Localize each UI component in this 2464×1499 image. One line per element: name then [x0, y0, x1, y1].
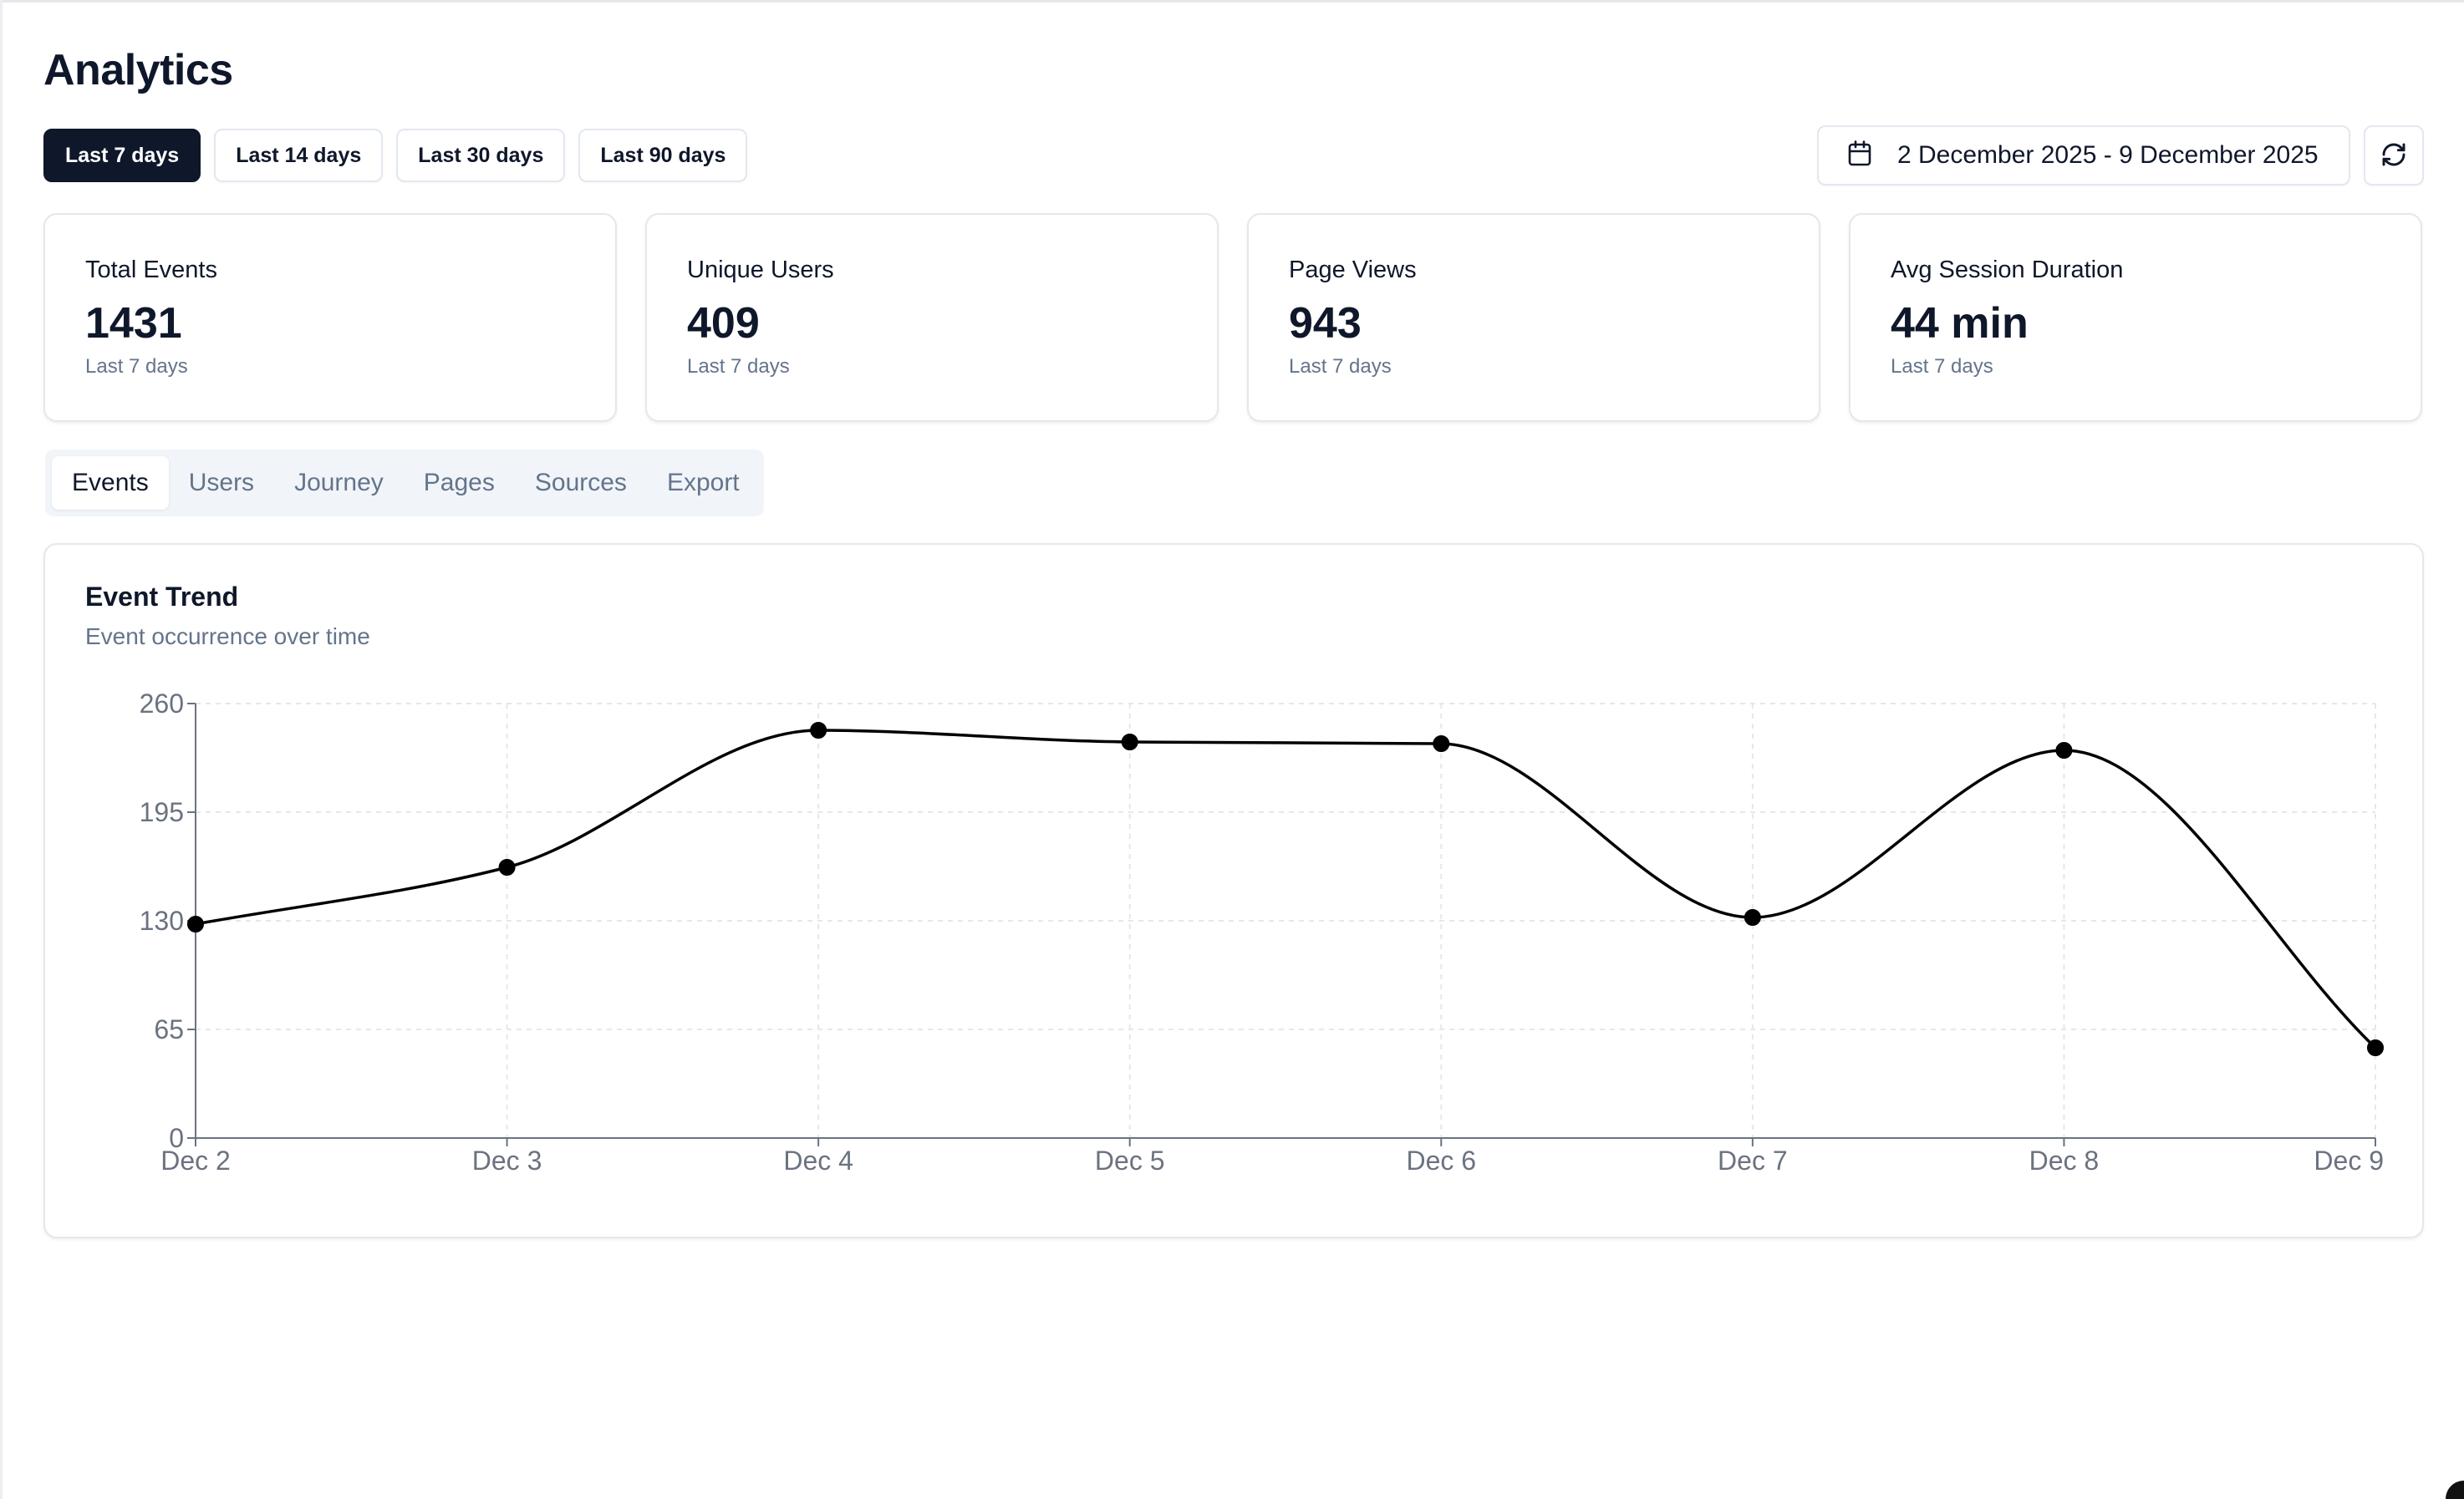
- tab-sources[interactable]: Sources: [534, 469, 627, 496]
- data-point-dec-5[interactable]: [1121, 734, 1138, 750]
- data-point-dec-3[interactable]: [498, 859, 516, 876]
- refresh-button[interactable]: [2364, 125, 2424, 185]
- x-tick-label: Dec 2: [160, 1146, 231, 1176]
- date-range-picker[interactable]: 2 December 2025 - 9 December 2025: [1817, 125, 2350, 185]
- chart-axes: 0 65 130 195 260 Dec 2 Dec 3 Dec 4 Dec 5 Dec 6 Dec…: [140, 689, 2384, 1176]
- y-tick-label: 195: [140, 797, 184, 827]
- stat-label: Unique Users: [687, 257, 834, 283]
- y-tick-label: 260: [140, 689, 184, 719]
- date-range-text: 2 December 2025 - 9 December 2025: [1897, 141, 2319, 169]
- range-last-7-days-button[interactable]: Last 7 days: [43, 129, 201, 182]
- refresh-icon: [2380, 141, 2407, 170]
- page-title: Analytics: [43, 46, 233, 94]
- stat-value: 44 min: [1891, 299, 2029, 348]
- chart-grid: [196, 703, 2376, 1138]
- x-tick-label: Dec 3: [472, 1146, 542, 1176]
- data-point-dec-8[interactable]: [2055, 742, 2073, 759]
- y-tick-label: 65: [154, 1014, 184, 1044]
- event-trend-line: [195, 729, 2377, 1049]
- tab-journey[interactable]: Journey: [294, 469, 384, 496]
- stat-value: 1431: [85, 299, 182, 348]
- chart-series: [195, 729, 2377, 1049]
- stat-label: Avg Session Duration: [1891, 257, 2124, 283]
- range-last-14-days-button[interactable]: Last 14 days: [214, 129, 384, 182]
- range-last-90-days-button[interactable]: Last 90 days: [578, 129, 748, 182]
- window-top-border: [0, 0, 2464, 3]
- chart-points: [187, 722, 2384, 1056]
- tab-export[interactable]: Export: [666, 469, 740, 496]
- stat-card-avg-session-duration: Avg Session Duration 44 min Last 7 days: [1849, 213, 2422, 422]
- data-point-dec-9[interactable]: [2367, 1039, 2384, 1056]
- stat-card-total-events: Total Events 1431 Last 7 days: [43, 213, 617, 422]
- data-point-dec-7[interactable]: [1744, 909, 1761, 926]
- data-point-dec-2[interactable]: [187, 916, 204, 932]
- chart-subtitle: Event occurrence over time: [85, 623, 370, 649]
- date-range-presets: Last 7 days Last 14 days Last 30 days La…: [43, 129, 748, 182]
- window-corner: [2446, 1481, 2464, 1499]
- tab-users[interactable]: Users: [188, 469, 255, 496]
- stat-period: Last 7 days: [85, 355, 188, 378]
- chart-title: Event Trend: [85, 582, 239, 612]
- stat-value: 409: [687, 299, 760, 348]
- event-trend-card: Event Trend Event occurrence over time 0…: [43, 543, 2424, 1238]
- tab-pages[interactable]: Pages: [423, 469, 495, 496]
- stat-period: Last 7 days: [687, 355, 790, 378]
- stat-period: Last 7 days: [1891, 355, 1993, 378]
- tab-events[interactable]: Events: [52, 456, 169, 510]
- event-trend-chart: 0 65 130 195 260 Dec 2 Dec 3 Dec 4 Dec 5 Dec 6 Dec…: [140, 689, 2384, 1176]
- stat-value: 943: [1289, 299, 1362, 348]
- stat-label: Page Views: [1289, 257, 1417, 283]
- stat-card-unique-users: Unique Users 409 Last 7 days: [645, 213, 1219, 422]
- stat-label: Total Events: [85, 257, 217, 283]
- range-last-30-days-button[interactable]: Last 30 days: [396, 129, 566, 182]
- x-tick-label: Dec 6: [1406, 1146, 1476, 1176]
- x-tick-label: Dec 8: [2029, 1146, 2100, 1176]
- analytics-tabs: Events Users Journey Pages Sources Expor…: [45, 450, 764, 516]
- data-point-dec-4[interactable]: [810, 722, 827, 739]
- stat-card-page-views: Page Views 943 Last 7 days: [1247, 213, 1820, 422]
- window-left-border: [0, 0, 3, 1499]
- calendar-icon: [1847, 140, 1872, 171]
- x-tick-label: Dec 7: [1718, 1146, 1788, 1176]
- y-tick-label: 130: [140, 906, 184, 936]
- x-tick-label: Dec 9: [2314, 1146, 2384, 1176]
- y-tick-label: 0: [169, 1123, 184, 1153]
- x-tick-label: Dec 4: [783, 1146, 853, 1176]
- stat-period: Last 7 days: [1289, 355, 1392, 378]
- data-point-dec-6[interactable]: [1433, 735, 1450, 752]
- x-tick-label: Dec 5: [1095, 1146, 1165, 1176]
